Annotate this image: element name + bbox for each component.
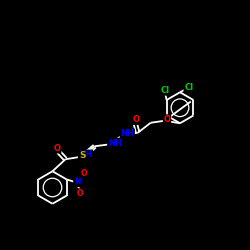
Text: O: O: [54, 144, 61, 153]
Text: Cl: Cl: [184, 84, 193, 92]
Text: O: O: [81, 170, 87, 178]
Text: NH: NH: [78, 150, 92, 159]
Text: O: O: [76, 189, 83, 198]
Text: NH: NH: [108, 138, 122, 147]
Text: NH: NH: [120, 129, 134, 138]
Text: N: N: [74, 178, 80, 186]
Text: S: S: [79, 151, 86, 160]
Text: O: O: [164, 115, 170, 124]
Text: +: +: [77, 177, 82, 182]
Text: Cl: Cl: [161, 86, 170, 95]
Text: O: O: [132, 115, 139, 124]
